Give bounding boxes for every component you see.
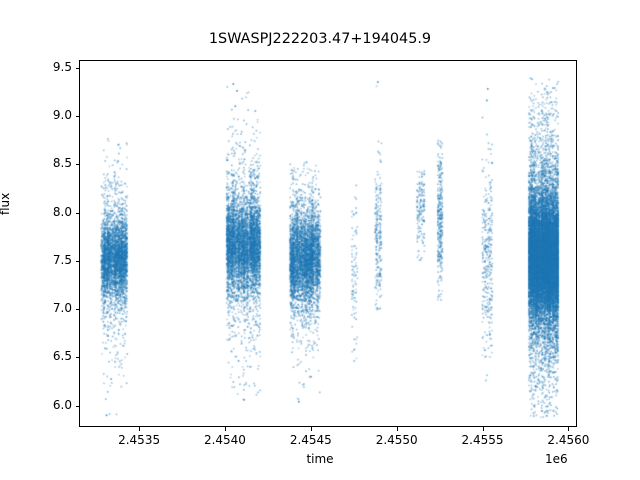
y-tick-label: 7.0	[52, 301, 72, 316]
scatter-points-layer	[80, 61, 576, 426]
y-tick-label: 8.5	[52, 156, 72, 171]
y-tick-label: 9.0	[52, 108, 72, 123]
y-tick-mark	[75, 357, 79, 359]
x-tick-mark	[310, 427, 312, 431]
y-tick-label: 6.5	[52, 349, 72, 364]
y-tick-mark	[75, 309, 79, 311]
x-tick-mark	[139, 427, 141, 431]
x-tick-label: 2.4540	[203, 433, 246, 447]
y-tick-mark	[75, 164, 79, 166]
y-tick-mark	[75, 116, 79, 118]
x-tick-label: 2.4550	[375, 433, 418, 447]
x-tick-mark	[224, 427, 226, 431]
plot-axes-area	[79, 60, 577, 427]
y-tick-label: 9.5	[52, 59, 72, 74]
x-tick-mark	[396, 427, 398, 431]
x-tick-label: 2.4545	[289, 433, 332, 447]
y-tick-label: 7.5	[52, 252, 72, 267]
y-tick-label: 6.0	[52, 397, 72, 412]
y-axis-label: flux	[0, 192, 12, 215]
x-axis-label: time	[306, 452, 334, 466]
page-title: 1SWASPJ222203.47+194045.9	[208, 31, 432, 47]
y-tick-mark	[75, 405, 79, 407]
x-tick-label: 2.4560	[547, 433, 590, 447]
x-tick-mark	[568, 427, 570, 431]
x-axis-offset-label: 1e6	[545, 452, 568, 466]
x-tick-mark	[482, 427, 484, 431]
x-tick-label: 2.4535	[118, 433, 161, 447]
y-tick-mark	[75, 260, 79, 262]
y-tick-mark	[75, 67, 79, 69]
y-tick-mark	[75, 212, 79, 214]
y-tick-label: 8.0	[52, 204, 72, 219]
x-tick-label: 2.4555	[461, 433, 504, 447]
